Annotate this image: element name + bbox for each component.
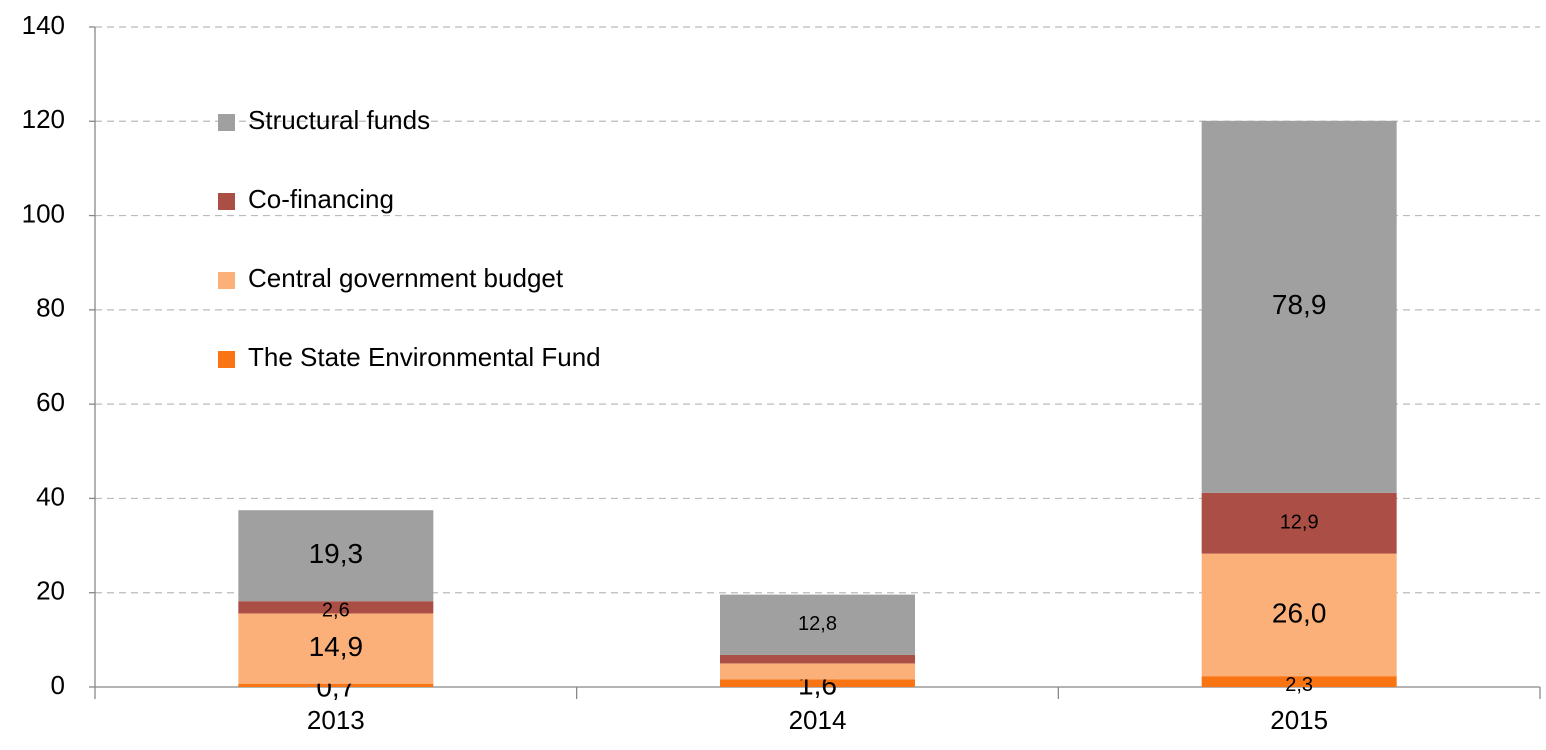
data-label: 26,0	[1272, 597, 1327, 628]
bar-segment	[1201, 676, 1397, 687]
bar-segment	[238, 683, 434, 687]
bar-segment	[720, 654, 915, 664]
y-tick-label: 60	[36, 387, 65, 417]
bar-segment	[1201, 120, 1397, 493]
bar-segment	[238, 613, 434, 684]
bar-segment	[1201, 492, 1397, 554]
x-tick-label: 2015	[1270, 705, 1328, 735]
legend-label: Structural funds	[248, 105, 430, 135]
data-label: 2,3	[1285, 674, 1313, 696]
data-label: 2,6	[322, 600, 350, 622]
x-tick-label: 2014	[789, 705, 847, 735]
legend-label: Central government budget	[248, 263, 564, 293]
y-tick-label: 120	[22, 104, 65, 134]
bar-segment	[720, 663, 915, 680]
legend-swatch	[218, 272, 235, 289]
y-tick-label: 100	[22, 198, 65, 228]
data-label: 14,9	[309, 631, 364, 662]
data-label: 12,8	[798, 613, 837, 635]
y-tick-label: 80	[36, 293, 65, 323]
legend-label: The State Environmental Fund	[248, 342, 601, 372]
y-tick-label: 40	[36, 481, 65, 511]
bar-segment	[238, 601, 434, 614]
legend-label: Co-financing	[248, 184, 394, 214]
bar-segment	[720, 594, 915, 655]
legend-swatch	[218, 193, 235, 210]
x-tick-label: 2013	[307, 705, 365, 735]
bar-segment	[1201, 553, 1397, 677]
data-label: 78,9	[1272, 289, 1327, 320]
legend-swatch	[218, 351, 235, 368]
y-tick-label: 20	[36, 576, 65, 606]
legend-swatch	[218, 114, 235, 131]
y-tick-label: 140	[22, 10, 65, 40]
data-label: 19,3	[309, 538, 364, 569]
bar-segment	[720, 679, 915, 687]
y-tick-label: 0	[51, 670, 65, 700]
data-label: 12,9	[1280, 511, 1319, 533]
bar-segment	[238, 510, 434, 602]
